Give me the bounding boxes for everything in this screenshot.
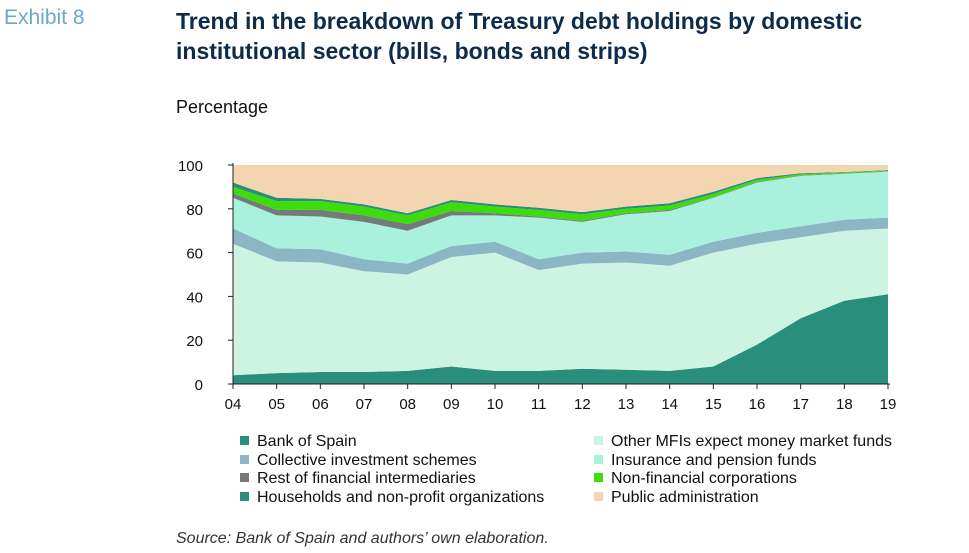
x-tick-label: 14 [661, 396, 678, 413]
legend-swatch [594, 454, 603, 464]
area-series-4 [233, 171, 888, 231]
legend-item: Households and non-profit organizations [240, 489, 544, 507]
x-tick-label: 09 [443, 396, 460, 413]
x-tick-label: 04 [225, 396, 242, 413]
x-tick-label: 18 [836, 396, 853, 413]
legend-swatch [594, 491, 603, 501]
x-tick-label: 16 [749, 396, 766, 413]
area-series-5 [233, 170, 888, 225]
area-series-3 [233, 171, 888, 264]
legend-label: Bank of Spain [257, 433, 357, 450]
legend-item: Insurance and pension funds [594, 452, 816, 470]
legend-swatch [594, 473, 603, 482]
legend-label: Other MFIs expect money market funds [611, 433, 892, 450]
y-tick-label: 20 [186, 333, 203, 350]
legend-swatch [240, 436, 249, 445]
legend-label: Non-financial corporations [611, 470, 797, 487]
x-tick-label: 10 [487, 396, 504, 413]
legend-label: Insurance and pension funds [611, 451, 817, 469]
area-series-2 [233, 217, 888, 275]
exhibit-label: Exhibit 8 [4, 6, 85, 29]
legend-item: Public administration [594, 489, 759, 507]
y-axis-unit-label: Percentage [176, 97, 269, 117]
y-tick-label: 100 [178, 158, 203, 175]
chart-title: Trend in the breakdown of Treasury debt … [176, 6, 966, 66]
legend-item: Non-financial corporations [594, 470, 797, 488]
x-tick-label: 15 [705, 396, 722, 413]
stacked-area-chart: 0 20 40 60 80 100 04 05 06 07 08 09 10 11 12 13 14 15 16 17… [178, 158, 897, 413]
legend-label: Public administration [611, 488, 759, 506]
legend-label: Households and non-profit organizations [257, 488, 545, 506]
legend-item: Bank of Spain [240, 433, 357, 451]
chart-title-line-1: Trend in the breakdown of Treasury debt … [176, 8, 863, 34]
area-series-7 [233, 165, 888, 214]
y-tick-label: 60 [186, 246, 203, 263]
legend-item: Collective investment schemes [240, 452, 477, 470]
x-tick-label: 08 [399, 396, 416, 413]
legend-swatch [240, 454, 249, 464]
legend-swatch [240, 473, 249, 482]
chart-title-line-2: institutional sector (bills, bonds and s… [176, 38, 648, 64]
x-tick-label: 13 [618, 396, 635, 413]
legend-swatch [594, 436, 603, 445]
x-tick-label: 12 [574, 396, 591, 413]
y-tick-label: 80 [186, 202, 203, 219]
source-note: Source: Bank of Spain and authors’ own e… [176, 530, 549, 547]
legend-item: Other MFIs expect money market funds [594, 433, 892, 451]
x-tick-label: 11 [531, 396, 547, 413]
x-tick-label: 06 [312, 396, 329, 413]
legend-swatch [240, 491, 249, 501]
area-series-1 [233, 228, 888, 376]
legend-item: Rest of financial intermediaries [240, 470, 476, 488]
y-tick-label: 0 [195, 377, 203, 394]
legend-label: Collective investment schemes [257, 451, 477, 469]
x-tick-label: 07 [356, 396, 373, 413]
area-series-0 [233, 294, 888, 384]
x-tick-label: 17 [792, 396, 809, 413]
x-tick-label: 05 [268, 396, 285, 413]
x-tick-label: 19 [880, 396, 897, 413]
legend-label: Rest of financial intermediaries [257, 470, 476, 487]
y-tick-label: 40 [186, 289, 203, 306]
